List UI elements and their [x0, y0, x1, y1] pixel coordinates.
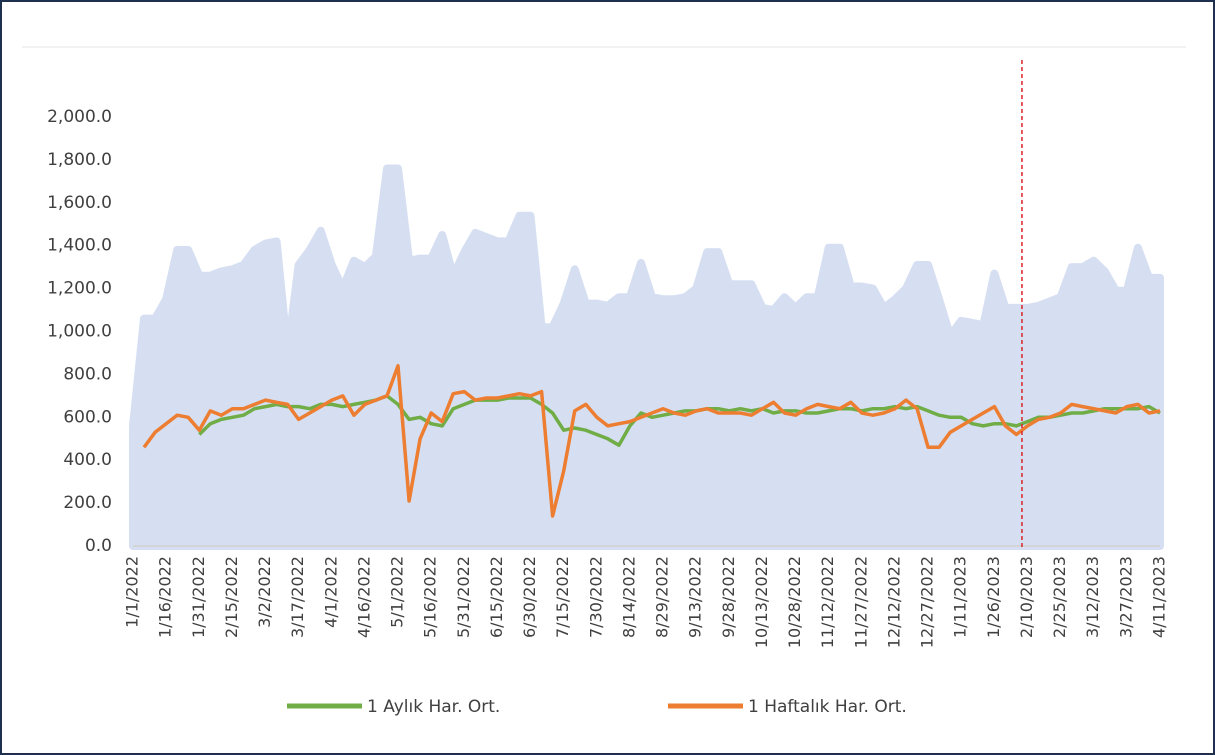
x-tick-label: 8/14/2022	[619, 556, 638, 638]
x-tick-label: 12/12/2022	[884, 556, 903, 648]
y-tick-label: 2,000.0	[47, 107, 112, 127]
x-tick-label: 2/25/2023	[1050, 556, 1069, 638]
x-tick-label: 1/11/2023	[951, 556, 970, 638]
y-tick-label: 400.0	[63, 450, 112, 470]
x-tick-label: 1/26/2023	[984, 556, 1003, 638]
x-tick-label: 5/31/2022	[454, 556, 473, 638]
x-tick-label: 1/31/2022	[189, 556, 208, 638]
y-tick-label: 0.0	[85, 536, 112, 556]
x-tick-label: 3/17/2022	[288, 556, 307, 638]
x-tick-label: 4/1/2022	[321, 556, 340, 628]
x-tick-label: 7/30/2022	[586, 556, 605, 638]
x-tick-label: 1/16/2022	[156, 556, 175, 638]
x-tick-label: 6/30/2022	[520, 556, 539, 638]
x-tick-label: 11/12/2022	[818, 556, 837, 648]
x-tick-label: 3/12/2023	[1083, 556, 1102, 638]
y-tick-label: 1,400.0	[47, 236, 112, 256]
line	[142, 364, 1161, 518]
x-tick-label: 5/1/2022	[388, 556, 407, 628]
x-tick-label: 2/10/2023	[1017, 556, 1036, 638]
area	[129, 164, 1164, 550]
x-tick-label: 4/11/2023	[1150, 556, 1169, 638]
x-tick-label: 7/15/2022	[553, 556, 572, 638]
x-tick-label: 10/13/2022	[752, 556, 771, 648]
line	[198, 394, 1161, 447]
x-tick-label: 3/27/2023	[1116, 556, 1135, 638]
x-tick-label: 6/15/2022	[487, 556, 506, 638]
y-tick-label: 800.0	[63, 364, 112, 384]
y-tick-label: 600.0	[63, 407, 112, 427]
y-tick-label: 1,000.0	[47, 322, 112, 342]
x-tick-label: 11/27/2022	[851, 556, 870, 648]
x-tick-label: 4/16/2022	[354, 556, 373, 638]
y-tick-label: 1,200.0	[47, 279, 112, 299]
x-tick-label: 9/13/2022	[686, 556, 705, 638]
legend-label: 1 Aylık Har. Ort.	[367, 697, 500, 717]
x-tick-label: 3/2/2022	[255, 556, 274, 628]
y-tick-label: 1,600.0	[47, 193, 112, 213]
x-tick-label: 9/28/2022	[719, 556, 738, 638]
x-tick-label: 5/16/2022	[421, 556, 440, 638]
x-tick-label: 12/27/2022	[918, 556, 937, 648]
x-tick-label: 8/29/2022	[653, 556, 672, 638]
x-tick-label: 10/28/2022	[785, 556, 804, 648]
x-tick-label: 2/15/2022	[222, 556, 241, 638]
legend-label: 1 Haftalık Har. Ort.	[748, 697, 907, 717]
x-tick-label: 1/1/2022	[123, 556, 142, 628]
y-tick-label: 1,800.0	[47, 150, 112, 170]
y-tick-label: 200.0	[63, 493, 112, 513]
